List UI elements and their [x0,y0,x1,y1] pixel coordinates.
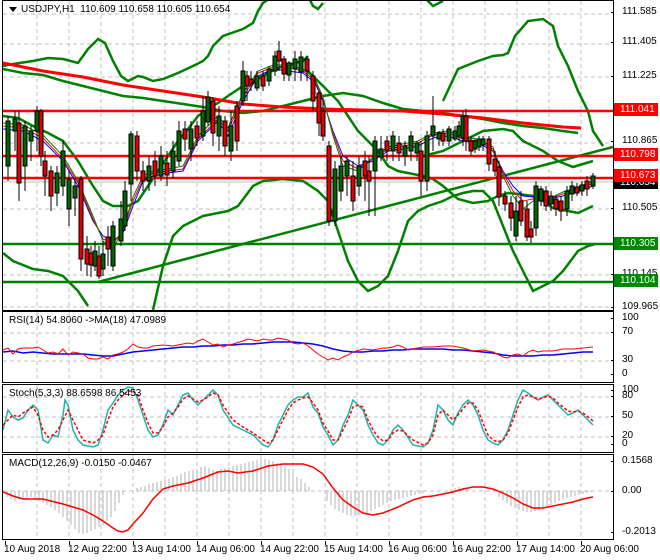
rsi-canvas [3,312,613,382]
stochastic-label: Stoch(5,3,3) 88.6598 86.5453 [9,388,142,399]
price-pane[interactable]: USDJPY,H1 110.609 110.658 110.605 110.65… [2,0,614,311]
level-badge-110104: 110.104 [614,274,658,287]
time-axis: 10 Aug 2018 12 Aug 22:00 13 Aug 14:00 14… [2,541,639,560]
macd-tick: 0.1568 [622,455,653,466]
stoch-tick: 50 [622,410,634,421]
stochastic-pane[interactable]: Stoch(5,3,3) 88.6598 86.5453 [2,384,614,453]
level-badge-111041: 111.041 [614,103,658,116]
macd-label: MACD(12,26,9) -0.0150 -0.0467 [9,458,152,469]
candles [5,41,596,279]
price-tick: 109.965 [622,301,659,312]
time-label: 20 Aug 06:00 [580,541,639,555]
price-tick: 111.405 [622,36,657,47]
price-tick: 111.585 [622,6,657,17]
macd-pane[interactable]: MACD(12,26,9) -0.0150 -0.0467 [2,454,614,540]
macd-tick: 0.00 [622,485,642,496]
time-label: 17 Aug 14:00 [516,541,575,555]
time-label: 13 Aug 14:00 [132,541,191,555]
stoch-tick: 0 [622,438,628,449]
level-badge-110673: 110.673 [614,169,658,182]
time-label: 14 Aug 22:00 [260,541,319,555]
macd-tick: -0.2013 [622,526,656,537]
price-axis: 111.585 111.405 111.225 111.041 110.865 … [610,0,660,312]
rsi-pane[interactable]: RSI(14) 54.8060 ->MA(18) 47.0989 [2,311,614,383]
chart-title: USDJPY,H1 110.609 110.658 110.605 110.65… [9,4,230,15]
time-label: 16 Aug 06:00 [388,541,447,555]
triangle-down-icon[interactable] [9,6,17,12]
price-tick: 110.145 [614,268,657,279]
macd-canvas [3,455,613,539]
rsi-tick: 100 [622,312,639,323]
time-label: 14 Aug 06:00 [196,541,255,555]
level-badge-110305: 110.305 [614,237,658,250]
rsi-label: RSI(14) 54.8060 ->MA(18) 47.0989 [9,315,167,326]
ohlc-values: 110.609 110.658 110.605 110.654 [80,4,231,15]
stochastic-canvas [3,385,613,452]
price-tick: 111.225 [622,70,657,81]
level-badge-110798: 110.798 [614,148,658,161]
price-tick: 110.505 [622,202,658,213]
stoch-tick: 20 [622,430,634,441]
time-label: 15 Aug 14:00 [324,541,383,555]
price-chart-canvas [3,1,613,310]
time-label: 16 Aug 22:00 [452,541,511,555]
rsi-axis: 100 70 30 0 [610,311,660,381]
rsi-tick: 30 [622,354,634,365]
macd-histogram [6,459,592,534]
stoch-tick: 100 [622,384,639,395]
stoch-tick: 80 [622,390,634,401]
time-label: 10 Aug 2018 [4,541,61,555]
symbol-label: USDJPY,H1 [21,4,75,15]
stochastic-axis: 100 80 50 20 0 [610,384,660,451]
rsi-tick: 0 [622,368,628,379]
time-label: 12 Aug 22:00 [68,541,127,555]
macd-axis: 0.1568 0.00 -0.2013 [610,454,660,538]
rsi-tick: 70 [622,326,634,337]
price-tick: 110.865 [622,135,658,146]
